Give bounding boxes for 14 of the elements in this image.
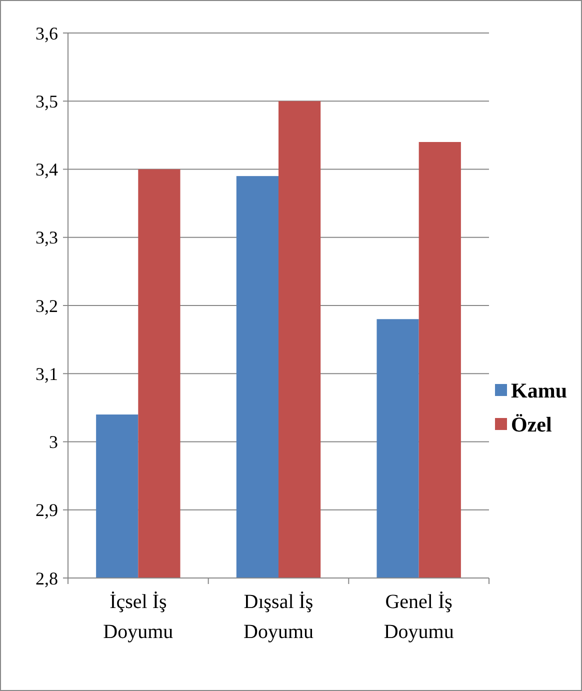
x-tick-label: İçsel İş Doyumu — [103, 591, 174, 643]
x-tick-label: Dışsal İş Doyumu — [244, 591, 314, 643]
y-tick-label: 3,1 — [36, 364, 58, 384]
legend-label: Kamu — [511, 378, 568, 402]
y-tick-label: 2,8 — [36, 568, 58, 588]
x-tick-label: Genel İş Doyumu — [384, 591, 454, 643]
y-tick-label: 3 — [49, 432, 58, 452]
y-tick-label: 3,3 — [36, 228, 58, 248]
y-tick-label: 3,2 — [36, 296, 58, 316]
y-tick-label: 2,9 — [36, 500, 58, 520]
y-tick-label: 3,5 — [36, 91, 58, 112]
legend-label: Özel — [511, 412, 552, 436]
y-tick-label: 3,4 — [36, 160, 58, 180]
y-tick-label: 3,6 — [36, 23, 58, 44]
